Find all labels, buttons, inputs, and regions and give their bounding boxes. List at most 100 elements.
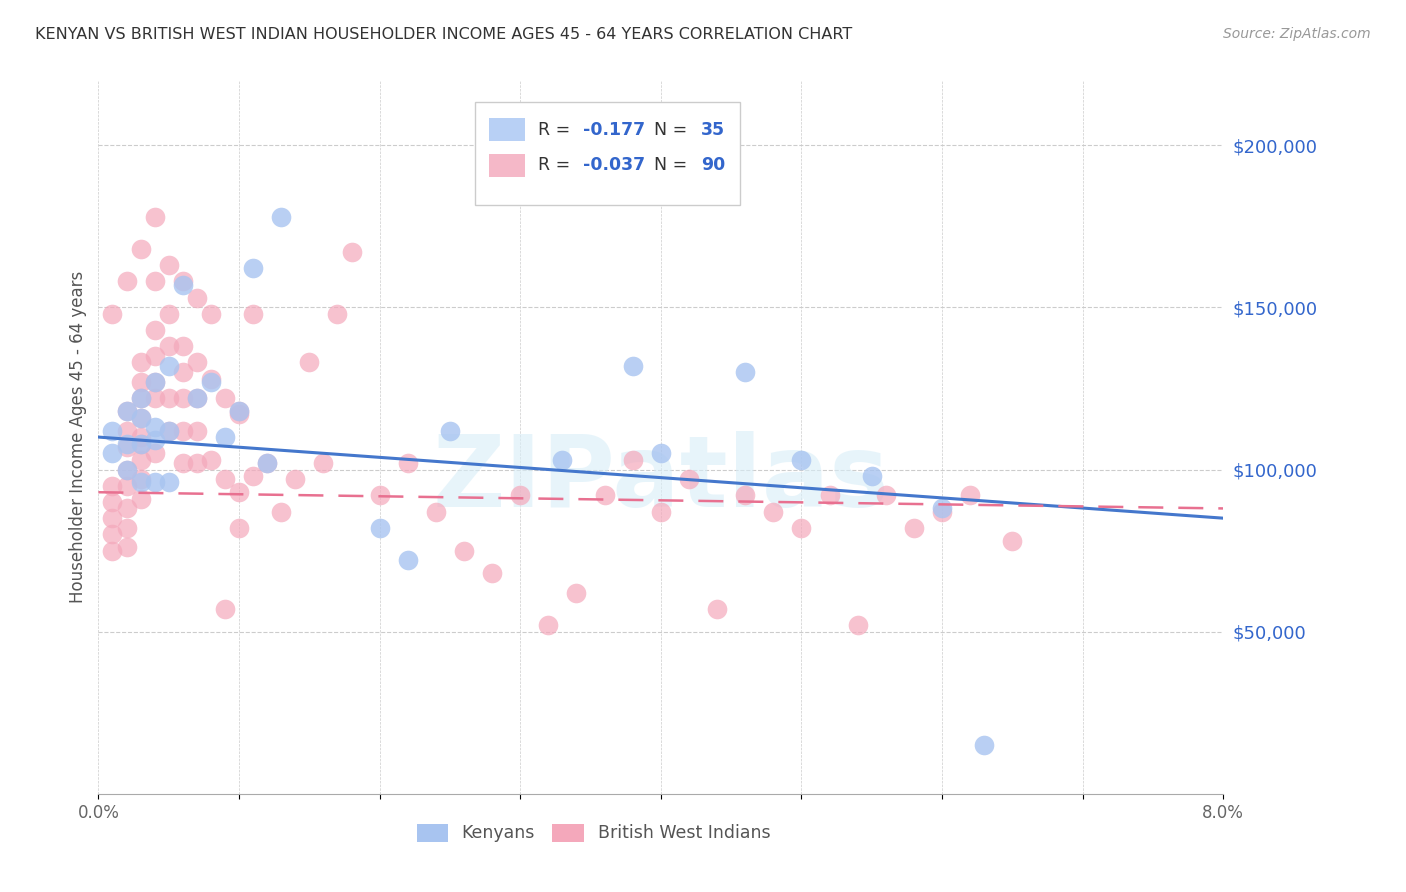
Point <box>172 274 194 288</box>
Point <box>129 410 152 425</box>
Point <box>143 210 166 224</box>
Point <box>101 307 124 321</box>
Point <box>115 274 138 288</box>
Point <box>453 543 475 558</box>
Point <box>129 355 152 369</box>
Point <box>172 277 194 292</box>
Point <box>129 436 152 450</box>
Point <box>157 424 180 438</box>
Point <box>200 307 222 321</box>
Point <box>186 355 208 369</box>
Point <box>143 391 166 405</box>
Text: KENYAN VS BRITISH WEST INDIAN HOUSEHOLDER INCOME AGES 45 - 64 YEARS CORRELATION : KENYAN VS BRITISH WEST INDIAN HOUSEHOLDE… <box>35 27 852 42</box>
Point <box>129 242 152 256</box>
Point <box>157 307 180 321</box>
Point <box>115 462 138 476</box>
Point <box>228 404 250 418</box>
Text: R =: R = <box>538 156 576 174</box>
Point <box>115 501 138 516</box>
Point <box>129 475 152 490</box>
Point <box>973 738 995 752</box>
Point <box>186 391 208 405</box>
Point <box>650 505 672 519</box>
Text: 90: 90 <box>702 156 725 174</box>
Point <box>186 291 208 305</box>
Point <box>214 430 236 444</box>
Point <box>846 618 869 632</box>
Point <box>270 505 292 519</box>
Point <box>101 424 124 438</box>
Point <box>734 365 756 379</box>
Point <box>115 541 138 555</box>
Text: N =: N = <box>643 120 693 138</box>
Point <box>157 258 180 272</box>
Point <box>115 404 138 418</box>
Point <box>256 456 278 470</box>
Point <box>593 488 616 502</box>
Point <box>129 472 152 486</box>
Text: -0.037: -0.037 <box>583 156 645 174</box>
Point <box>172 456 194 470</box>
Point <box>860 469 883 483</box>
Point <box>228 521 250 535</box>
Point <box>186 456 208 470</box>
Point <box>143 446 166 460</box>
Legend: Kenyans, British West Indians: Kenyans, British West Indians <box>409 817 778 849</box>
Point <box>115 436 138 450</box>
Point <box>129 436 152 450</box>
Point <box>143 375 166 389</box>
Point <box>186 424 208 438</box>
Point <box>157 359 180 373</box>
Point <box>101 446 124 460</box>
Point <box>425 505 447 519</box>
Point <box>214 472 236 486</box>
Point <box>242 261 264 276</box>
Point <box>565 586 588 600</box>
Point <box>621 359 644 373</box>
Point <box>396 456 419 470</box>
Point <box>790 452 813 467</box>
Point <box>143 323 166 337</box>
Point <box>368 488 391 502</box>
Point <box>143 274 166 288</box>
Point <box>875 488 897 502</box>
Point <box>734 488 756 502</box>
Point <box>115 462 138 476</box>
Point <box>621 452 644 467</box>
Point <box>439 424 461 438</box>
Point <box>931 505 953 519</box>
Point <box>101 479 124 493</box>
Point <box>101 511 124 525</box>
Point <box>200 372 222 386</box>
FancyBboxPatch shape <box>489 153 524 177</box>
Point <box>818 488 841 502</box>
Point <box>903 521 925 535</box>
Point <box>298 355 321 369</box>
Point <box>396 553 419 567</box>
Point <box>228 404 250 418</box>
Point <box>129 452 152 467</box>
Point <box>157 339 180 353</box>
Point <box>172 339 194 353</box>
Text: 35: 35 <box>702 120 725 138</box>
Point <box>762 505 785 519</box>
Point <box>143 375 166 389</box>
FancyBboxPatch shape <box>475 102 740 205</box>
Text: -0.177: -0.177 <box>583 120 645 138</box>
Point <box>551 452 574 467</box>
Point <box>172 424 194 438</box>
Point <box>706 602 728 616</box>
Point <box>115 521 138 535</box>
Point <box>228 485 250 500</box>
Point <box>172 391 194 405</box>
Point <box>157 391 180 405</box>
Point <box>284 472 307 486</box>
Point <box>228 408 250 422</box>
Point <box>537 618 560 632</box>
Point <box>481 566 503 581</box>
Point <box>678 472 700 486</box>
Point <box>143 349 166 363</box>
Text: ZIPatlas: ZIPatlas <box>433 432 889 528</box>
Point <box>214 602 236 616</box>
Point <box>931 501 953 516</box>
